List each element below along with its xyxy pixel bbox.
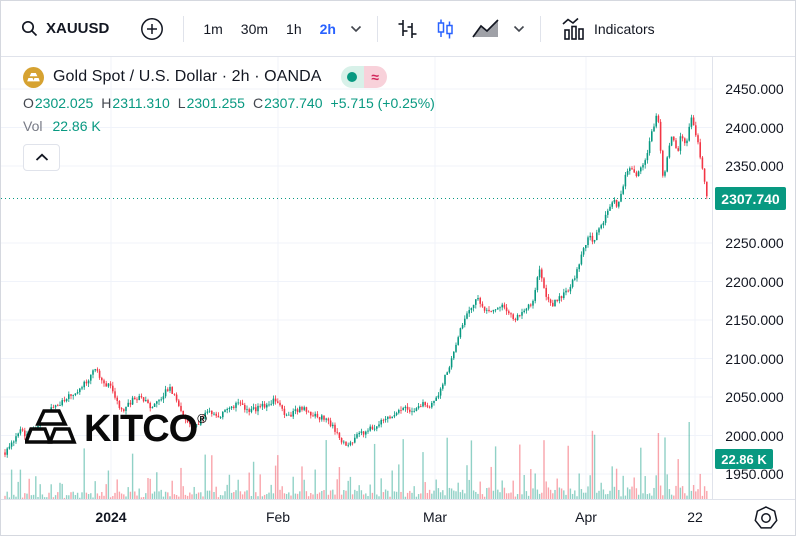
legend-title: Gold Spot / U.S. Dollar · 2h · OANDA xyxy=(53,68,322,85)
close-value: 2307.740 xyxy=(264,95,323,111)
price-tick-label[interactable]: 2250.000 xyxy=(725,235,784,251)
timeframe-group: 1m 30m 1h 2h xyxy=(194,1,345,56)
price-tick-label[interactable]: 2350.000 xyxy=(725,158,784,174)
chart-settings-button[interactable] xyxy=(753,505,779,531)
timeframe-dropdown-button[interactable] xyxy=(345,12,367,46)
market-status-pill[interactable]: ≈ xyxy=(340,66,387,88)
timeframe-button-1h[interactable]: 1h xyxy=(277,12,311,46)
price-tick-label[interactable]: 2400.000 xyxy=(725,119,784,136)
area-chart-icon xyxy=(471,17,501,41)
time-axis-label-22[interactable]: 22 xyxy=(687,509,703,525)
delayed-data-icon: ≈ xyxy=(363,66,387,88)
chart-style-bars-button[interactable] xyxy=(388,12,426,46)
indicators-label: Indicators xyxy=(593,20,655,37)
candlestick-chart[interactable] xyxy=(1,57,712,501)
timeframe-button-2h[interactable]: 2h xyxy=(311,12,345,46)
search-icon xyxy=(21,20,38,37)
volume-row: Vol 22.86 K xyxy=(23,118,435,134)
settings-heptagon-icon xyxy=(753,505,779,531)
timeframe-button-30m[interactable]: 30m xyxy=(232,12,277,46)
change-value: +5.715 (+0.25%) xyxy=(330,95,435,111)
chart-style-dropdown-button[interactable] xyxy=(508,12,530,46)
price-tick-label[interactable]: 2100.000 xyxy=(725,350,784,367)
bars-chart-icon xyxy=(395,17,419,41)
symbol-label: XAUUSD xyxy=(46,20,110,37)
indicators-button[interactable]: Indicators xyxy=(551,12,664,46)
price-tick-label[interactable]: 2200.000 xyxy=(725,273,784,290)
kitco-watermark: KITCO® xyxy=(25,407,207,450)
timeframe-button-1m[interactable]: 1m xyxy=(194,12,231,46)
symbol-search-button[interactable]: XAUUSD xyxy=(17,12,119,46)
toolbar-divider xyxy=(376,15,378,42)
indicators-icon xyxy=(560,16,586,42)
collapse-legend-button[interactable] xyxy=(23,144,60,171)
gold-symbol-icon xyxy=(23,66,44,88)
chevron-up-icon xyxy=(35,153,49,162)
legend: Gold Spot / U.S. Dollar · 2h · OANDA ≈ O… xyxy=(23,65,435,171)
toolbar-divider xyxy=(183,15,185,42)
volume-value: 22.86 K xyxy=(52,118,101,134)
chart-style-area-button[interactable] xyxy=(464,12,508,46)
volume-label: Vol xyxy=(23,118,43,134)
time-axis[interactable]: 2024 Feb Mar Apr 22 xyxy=(1,499,795,535)
legend-title-row[interactable]: Gold Spot / U.S. Dollar · 2h · OANDA ≈ xyxy=(23,65,435,89)
chart-plot-area[interactable]: KITCO® xyxy=(1,57,712,501)
compare-add-button[interactable] xyxy=(131,12,173,46)
toolbar-divider xyxy=(539,15,541,42)
plus-circle-icon xyxy=(140,17,164,41)
price-tick-label[interactable]: 2050.000 xyxy=(725,389,784,405)
chevron-down-icon xyxy=(513,25,525,33)
volume-bars xyxy=(4,422,708,500)
price-tick-label[interactable]: 2150.000 xyxy=(725,312,784,328)
open-value: 2302.025 xyxy=(34,95,94,111)
volume-badge: 22.86 K xyxy=(715,449,773,469)
chart-style-candles-button[interactable] xyxy=(426,12,464,46)
price-tick-label[interactable]: 2450.000 xyxy=(725,81,784,97)
kitco-watermark-text: KITCO® xyxy=(84,407,207,450)
candles-chart-icon xyxy=(433,17,457,41)
time-axis-label-Apr[interactable]: Apr xyxy=(575,509,597,525)
time-axis-label-Feb[interactable]: Feb xyxy=(265,509,291,525)
ohlc-row: O 2302.025 H 2311.310 L 2301.255 C 2307.740 … xyxy=(23,95,435,111)
last-price-badge: 2307.740 xyxy=(715,187,786,211)
chevron-down-icon xyxy=(350,25,362,33)
price-tick-label[interactable]: 1950.000 xyxy=(725,466,784,482)
low-value: 2301.255 xyxy=(186,95,245,111)
market-open-dot xyxy=(340,66,364,88)
candles xyxy=(4,113,708,458)
high-value: 2311.310 xyxy=(112,95,170,111)
toolbar: XAUUSD 1m 30m 1h 2h xyxy=(1,1,795,57)
time-axis-label-Mar[interactable]: Mar xyxy=(422,509,448,525)
time-axis-label-2024[interactable]: 2024 xyxy=(95,509,127,525)
price-axis[interactable]: 2307.740 22.86 K 2450.000 2400.000 2350.00… xyxy=(712,57,795,501)
price-tick-label[interactable]: 2000.000 xyxy=(725,427,784,444)
kitco-gold-bars-icon xyxy=(25,407,77,447)
